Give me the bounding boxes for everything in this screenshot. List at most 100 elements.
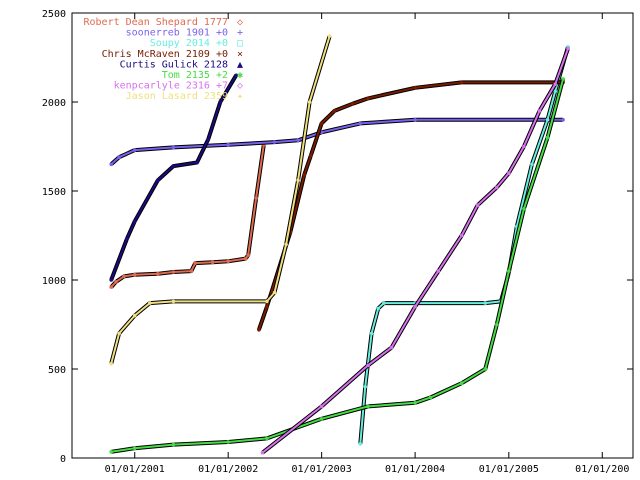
- data-point: [226, 259, 230, 264]
- data-point: [530, 162, 534, 167]
- legend-marker-icon: ▲: [237, 59, 243, 70]
- data-point: [459, 233, 464, 238]
- data-point: [226, 142, 230, 147]
- data-point: [132, 313, 137, 318]
- data-point: [171, 270, 176, 274]
- data-point: [327, 34, 332, 38]
- legend-marker-icon: ✦: [237, 91, 243, 102]
- data-point: [369, 331, 374, 336]
- data-point: [307, 100, 312, 104]
- series-6: [260, 46, 570, 455]
- data-point: [389, 345, 394, 350]
- data-point: [483, 301, 488, 305]
- data-point: [302, 173, 307, 177]
- data-point: [284, 242, 288, 247]
- legend-marker-icon: ◇: [237, 17, 243, 28]
- data-point: [156, 272, 160, 276]
- y-tick-label: 1500: [42, 187, 66, 198]
- data-point: [243, 256, 248, 261]
- data-point: [109, 278, 113, 282]
- x-tick-label: 01/01/2004: [385, 464, 445, 475]
- x-tick-label: 01/01/2001: [105, 464, 165, 475]
- data-point: [319, 417, 324, 421]
- data-point: [195, 160, 199, 165]
- series-line-outline: [109, 117, 564, 166]
- series-line-outline: [358, 46, 570, 444]
- data-point: [561, 77, 565, 81]
- legend-entry-label: Jason Lasard 2359: [126, 91, 228, 102]
- data-point: [226, 440, 230, 444]
- data-point: [210, 260, 215, 265]
- y-tick-label: 0: [60, 454, 66, 465]
- data-point: [132, 219, 137, 224]
- x-tick-label: 01/01/2002: [198, 464, 258, 475]
- series-0: [109, 142, 266, 289]
- legend-entry-label: Tom 2135 +2: [162, 70, 228, 81]
- data-point: [545, 118, 550, 122]
- y-tick-label: 2500: [42, 9, 66, 20]
- data-point: [156, 178, 160, 183]
- data-point: [376, 306, 381, 311]
- data-point: [171, 164, 176, 168]
- data-point: [475, 203, 480, 207]
- y-tick-label: 1000: [42, 276, 66, 287]
- data-point: [272, 140, 277, 144]
- data-point: [206, 137, 210, 142]
- data-point: [265, 299, 269, 304]
- data-point: [537, 109, 542, 113]
- legend-marker-icon: ◇: [237, 81, 243, 92]
- series-1: [109, 117, 565, 167]
- series-lines: [109, 34, 570, 455]
- data-point: [132, 446, 137, 451]
- data-point: [309, 153, 313, 158]
- legend-entry-label: Curtis Gulick 2128: [120, 59, 228, 70]
- data-point: [234, 73, 238, 78]
- data-point: [507, 171, 511, 175]
- data-point: [296, 178, 300, 183]
- data-point: [382, 301, 386, 305]
- data-point: [114, 280, 118, 284]
- axis-ticks: 0 500 1000 1500 2000 2500 01/01/2001 01/01/2002…: [42, 9, 633, 475]
- legend: Robert Dean Shepard 1777 ◇ soonerreb 1901 …: [84, 17, 244, 102]
- data-point: [260, 450, 265, 455]
- data-point: [366, 96, 370, 101]
- data-point: [358, 121, 363, 126]
- legend-entry-label: soonerreb 1901 +0: [126, 28, 228, 39]
- data-point: [553, 89, 557, 94]
- series-line: [261, 48, 569, 454]
- data-point: [545, 135, 550, 140]
- series-line-outline: [109, 144, 266, 289]
- data-point: [171, 299, 176, 304]
- data-point: [109, 285, 113, 289]
- data-point: [413, 86, 417, 90]
- data-point: [296, 138, 300, 143]
- data-point: [109, 162, 113, 167]
- series-7: [109, 34, 332, 366]
- data-point: [132, 148, 137, 152]
- legend-marker-icon: □: [237, 38, 243, 49]
- data-point: [109, 450, 113, 454]
- series-4: [109, 73, 238, 282]
- data-point: [246, 253, 250, 257]
- data-point: [363, 385, 368, 389]
- legend-marker-icon: ✱: [237, 70, 243, 81]
- x-tick-label: 01/01/200: [575, 464, 629, 475]
- data-point: [413, 401, 417, 405]
- data-point: [117, 331, 121, 336]
- series-5: [109, 77, 566, 454]
- data-point: [171, 145, 176, 150]
- data-point: [522, 144, 526, 149]
- data-point: [495, 322, 499, 327]
- data-point: [566, 46, 570, 51]
- plot-frame: [71, 12, 634, 459]
- series-2: [358, 45, 570, 446]
- data-point: [257, 328, 261, 332]
- y-tick-label: 2000: [42, 98, 66, 109]
- data-point: [522, 207, 526, 211]
- data-point: [132, 272, 137, 277]
- data-point: [366, 363, 370, 368]
- data-point: [265, 436, 269, 441]
- data-point: [507, 269, 511, 273]
- data-point: [561, 118, 565, 122]
